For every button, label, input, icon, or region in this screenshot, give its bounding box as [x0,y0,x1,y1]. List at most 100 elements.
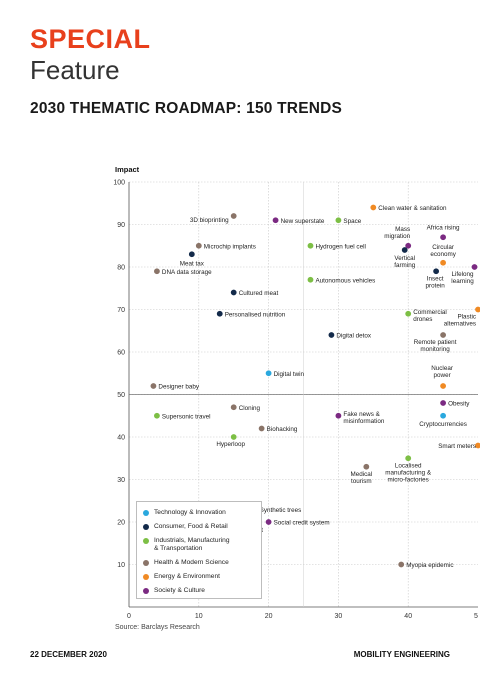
point-label-line: Fake news & [343,411,380,418]
legend-label: Health & Modern Science [154,559,229,566]
point-label: Nuclear power [431,365,453,379]
y-axis-title: Impact [115,165,140,174]
point-label-line: Vertical [394,255,415,262]
data-point [440,259,446,266]
y-tick-label: 20 [117,520,125,527]
point-label-line: Hydrogen fuel cell [315,243,365,250]
point-label-line: Social credit system [274,520,330,527]
point-label-line: Lifelong [451,271,474,278]
point-label: Obesity [448,401,470,408]
legend-label: Technology & Innovation [154,509,226,516]
point-label: Hyperloop [216,441,245,448]
point-label: Africa rising [427,224,460,231]
chart-legend: Technology & Innovation Consumer, Food &… [136,501,262,599]
point-label-line: Biohacking [267,426,298,433]
point-label: Myopia epidemic [406,562,453,569]
point-label: Medical tourism [350,471,372,485]
data-point [258,425,265,432]
data-point [433,268,440,275]
point-label-line: farming [394,262,415,269]
point-label: Meat tax [180,260,205,267]
point-label: Mass migration [384,226,410,240]
point-label: Cloning [239,405,261,412]
x-tick-label: 20 [265,613,273,620]
point-label-line: misinformation [343,418,384,425]
point-label-line: power [434,372,451,379]
data-point [195,242,202,249]
point-label-line: Localised [395,462,422,469]
point-label-line: manufacturing & [385,469,432,476]
point-label: Circular economy [430,244,456,258]
data-point [370,204,377,211]
data-point [405,455,412,462]
point-label: Space [343,218,361,225]
data-point [471,264,478,270]
point-label: Smart meters [438,443,476,450]
data-point [265,519,272,525]
data-point [328,332,335,338]
y-tick-label: 40 [117,435,125,442]
point-label: Hydrogen fuel cell [315,243,365,250]
data-point [335,217,342,224]
point-label-line: Cloning [239,405,261,412]
data-point [307,242,314,249]
point-label-line: Personalised nutrition [225,311,286,318]
point-label-line: Designer baby [158,384,199,391]
point-label: Cultured meat [239,290,279,297]
legend-swatch [143,510,149,516]
point-label: Clean water & sanitation [378,205,447,212]
data-point [188,251,195,258]
data-point [335,412,342,419]
data-point [363,463,370,470]
point-label: DNA data storage [162,269,212,276]
footer-publication: MOBILITY ENGINEERING [353,650,450,659]
point-label: Lifelong learning [451,271,474,285]
legend-swatch [143,574,149,580]
point-label-line: Africa rising [427,224,460,231]
point-label-line: micro-factories [388,477,429,484]
data-point [265,370,272,377]
point-label: Cryptocurrencies [419,421,467,428]
point-label-line: tourism [351,478,372,485]
point-label-line: Nuclear [431,365,453,372]
point-label: Commercial drones [413,309,447,323]
point-label-line: Insect [427,275,444,282]
data-point [475,442,480,449]
y-tick-label: 30 [117,477,125,484]
point-label: Biohacking [267,426,298,433]
point-label-line: Space [343,218,361,225]
point-label-line: Obesity [448,401,470,408]
y-tick-label: 100 [113,180,125,187]
point-label: Localised manufacturing & micro-factories [385,462,432,483]
point-label-line: Clean water & sanitation [378,205,447,212]
y-tick-label: 80 [117,265,125,272]
point-label-line: Commercial [413,309,447,316]
legend-swatch [143,538,149,544]
data-point [154,268,160,275]
data-point [216,310,223,317]
point-label-line: Smart meters [438,443,476,450]
point-label-line: Hyperloop [216,441,245,448]
point-label: Supersonic travel [162,413,211,420]
data-point [398,561,405,568]
point-label-line: Digital detox [336,333,372,340]
section-kicker: SPECIAL [30,24,151,54]
point-label: Remote patient monitoring [414,339,457,353]
point-label: Digital twin [274,371,305,378]
x-tick-label: 0 [127,613,131,620]
y-tick-label: 50 [117,392,125,399]
point-label-line: drones [413,316,432,323]
legend-swatch [143,560,149,566]
point-label-line: Microchip implants [204,243,256,250]
legend-swatch [143,524,149,530]
data-point [272,217,279,224]
point-label: Fake news & misinformation [343,411,384,425]
point-label-line: Supersonic travel [162,413,211,420]
point-label: Synthetic trees [260,507,302,514]
legend-label: Society & Culture [154,587,205,594]
point-label: Designer baby [158,384,199,391]
point-label-line: Autonomous vehicles [315,277,375,284]
point-label-line: Meat tax [180,260,205,267]
data-point [230,404,237,411]
